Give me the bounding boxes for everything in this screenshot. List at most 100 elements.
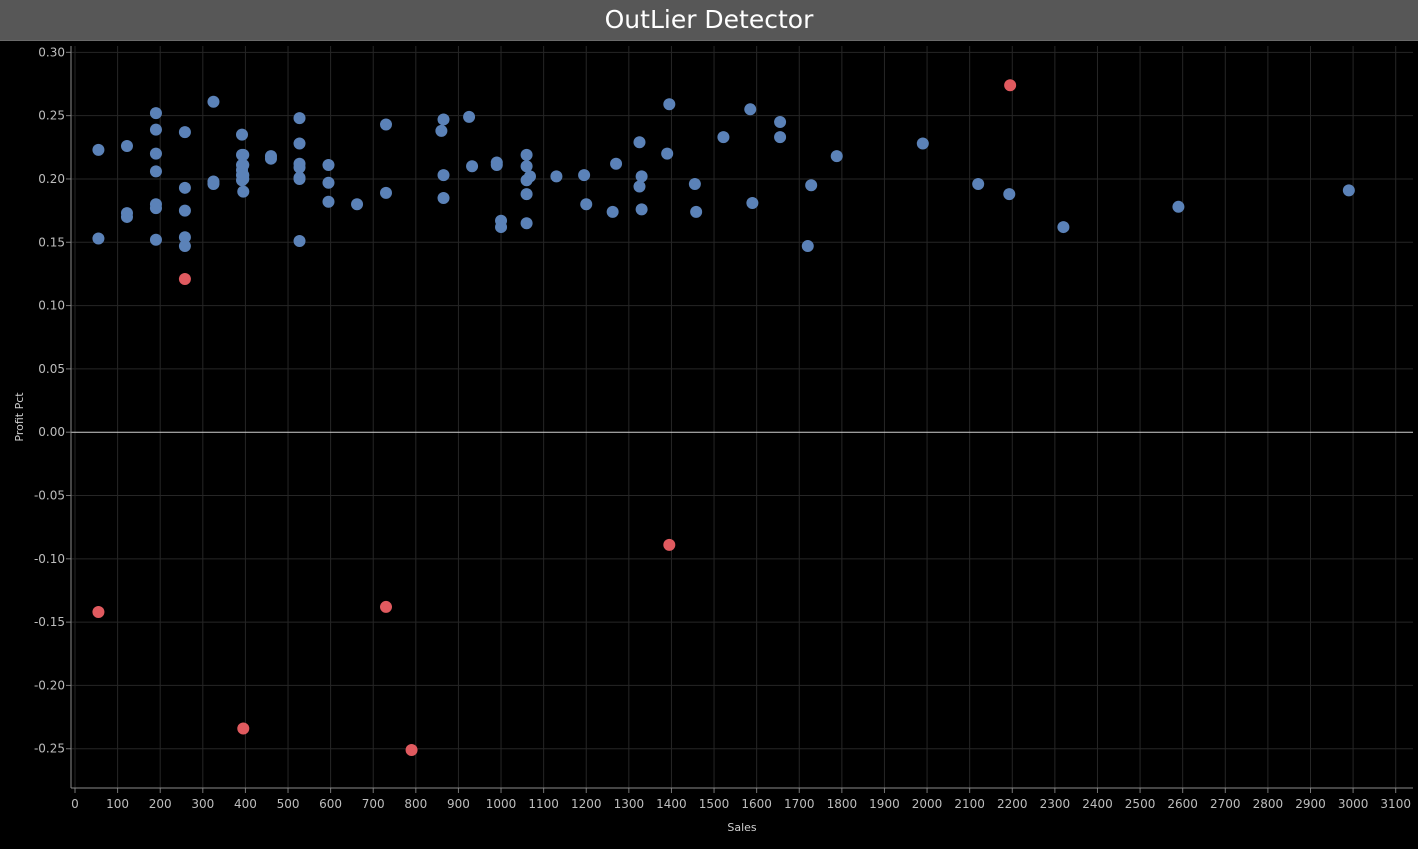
data-point[interactable] — [178, 181, 191, 194]
data-point[interactable] — [635, 203, 648, 216]
data-point[interactable] — [380, 186, 393, 199]
x-axis-title: Sales — [727, 821, 757, 834]
data-point[interactable] — [293, 172, 306, 185]
data-point[interactable] — [322, 195, 335, 208]
data-point[interactable] — [178, 126, 191, 139]
y-tick-label: -0.10 — [34, 552, 65, 566]
data-point[interactable] — [178, 240, 191, 253]
data-point[interactable] — [1172, 200, 1185, 213]
data-point[interactable] — [520, 217, 533, 230]
data-point[interactable] — [437, 191, 450, 204]
outlier-point[interactable] — [92, 605, 105, 618]
data-point[interactable] — [744, 103, 757, 116]
x-tick-label: 200 — [149, 797, 172, 811]
x-tick-label: 400 — [234, 797, 257, 811]
x-tick-label: 2900 — [1295, 797, 1326, 811]
x-tick-label: 2000 — [912, 797, 943, 811]
data-point[interactable] — [92, 232, 105, 245]
data-point[interactable] — [495, 221, 508, 234]
data-point[interactable] — [351, 198, 364, 211]
outlier-point[interactable] — [663, 538, 676, 551]
data-point[interactable] — [149, 147, 162, 160]
data-point[interactable] — [264, 152, 277, 165]
data-point[interactable] — [661, 147, 674, 160]
data-point[interactable] — [149, 233, 162, 246]
data-point[interactable] — [746, 197, 759, 210]
data-point[interactable] — [774, 115, 787, 128]
data-point[interactable] — [293, 234, 306, 247]
data-point[interactable] — [524, 170, 537, 183]
data-point[interactable] — [774, 131, 787, 144]
data-point[interactable] — [293, 161, 306, 174]
data-point[interactable] — [178, 204, 191, 217]
outlier-point[interactable] — [1004, 79, 1017, 92]
x-tick-label: 1100 — [528, 797, 559, 811]
data-point[interactable] — [520, 148, 533, 161]
data-point[interactable] — [322, 176, 335, 189]
x-tick-label: 100 — [106, 797, 129, 811]
data-point[interactable] — [149, 123, 162, 136]
data-point[interactable] — [92, 143, 105, 156]
data-point[interactable] — [437, 169, 450, 182]
data-point[interactable] — [916, 137, 929, 150]
data-point[interactable] — [149, 165, 162, 178]
x-tick-label: 1600 — [741, 797, 772, 811]
outlier-point[interactable] — [380, 600, 393, 613]
data-point[interactable] — [463, 110, 476, 123]
data-point[interactable] — [1342, 184, 1355, 197]
data-point[interactable] — [972, 178, 985, 191]
data-point[interactable] — [520, 188, 533, 201]
data-point[interactable] — [606, 205, 619, 218]
outlier-point[interactable] — [178, 272, 191, 285]
y-tick-label: 0.00 — [38, 425, 65, 439]
x-tick-label: 2300 — [1040, 797, 1071, 811]
data-point[interactable] — [207, 178, 220, 191]
data-point[interactable] — [801, 240, 814, 253]
data-point[interactable] — [663, 98, 676, 111]
y-tick-label: 0.25 — [38, 109, 65, 123]
data-point[interactable] — [178, 231, 191, 244]
data-point[interactable] — [633, 136, 646, 149]
data-point[interactable] — [149, 202, 162, 215]
data-point[interactable] — [237, 148, 250, 161]
data-point[interactable] — [437, 113, 450, 126]
x-tick-label: 1400 — [656, 797, 687, 811]
data-point[interactable] — [322, 159, 335, 172]
data-point[interactable] — [149, 107, 162, 120]
data-point[interactable] — [237, 185, 250, 198]
data-point[interactable] — [688, 178, 701, 191]
data-point[interactable] — [805, 179, 818, 192]
y-tick-label: -0.20 — [34, 678, 65, 692]
data-point[interactable] — [120, 210, 133, 223]
data-point[interactable] — [466, 160, 479, 173]
data-point[interactable] — [633, 180, 646, 193]
data-point[interactable] — [550, 170, 563, 183]
data-point[interactable] — [690, 205, 703, 218]
data-point[interactable] — [236, 128, 249, 141]
data-point[interactable] — [380, 118, 393, 131]
data-point[interactable] — [580, 198, 593, 211]
data-point[interactable] — [293, 112, 306, 125]
data-point[interactable] — [207, 95, 220, 108]
data-point[interactable] — [578, 169, 591, 182]
data-point[interactable] — [435, 124, 448, 137]
data-point[interactable] — [1003, 188, 1016, 201]
data-point[interactable] — [717, 131, 730, 144]
data-point[interactable] — [237, 172, 250, 185]
data-point[interactable] — [293, 137, 306, 150]
data-point[interactable] — [120, 140, 133, 153]
data-point[interactable] — [520, 160, 533, 173]
x-tick-label: 700 — [362, 797, 385, 811]
x-tick-label: 1700 — [784, 797, 815, 811]
outlier-point[interactable] — [237, 722, 250, 735]
data-point[interactable] — [635, 170, 648, 183]
data-point[interactable] — [237, 159, 250, 172]
data-point[interactable] — [1057, 221, 1070, 234]
outlier-point[interactable] — [405, 744, 418, 757]
data-point[interactable] — [830, 150, 843, 163]
data-points — [92, 79, 1355, 757]
data-point[interactable] — [490, 159, 503, 172]
data-point[interactable] — [610, 157, 623, 170]
x-tick-label: 800 — [404, 797, 427, 811]
